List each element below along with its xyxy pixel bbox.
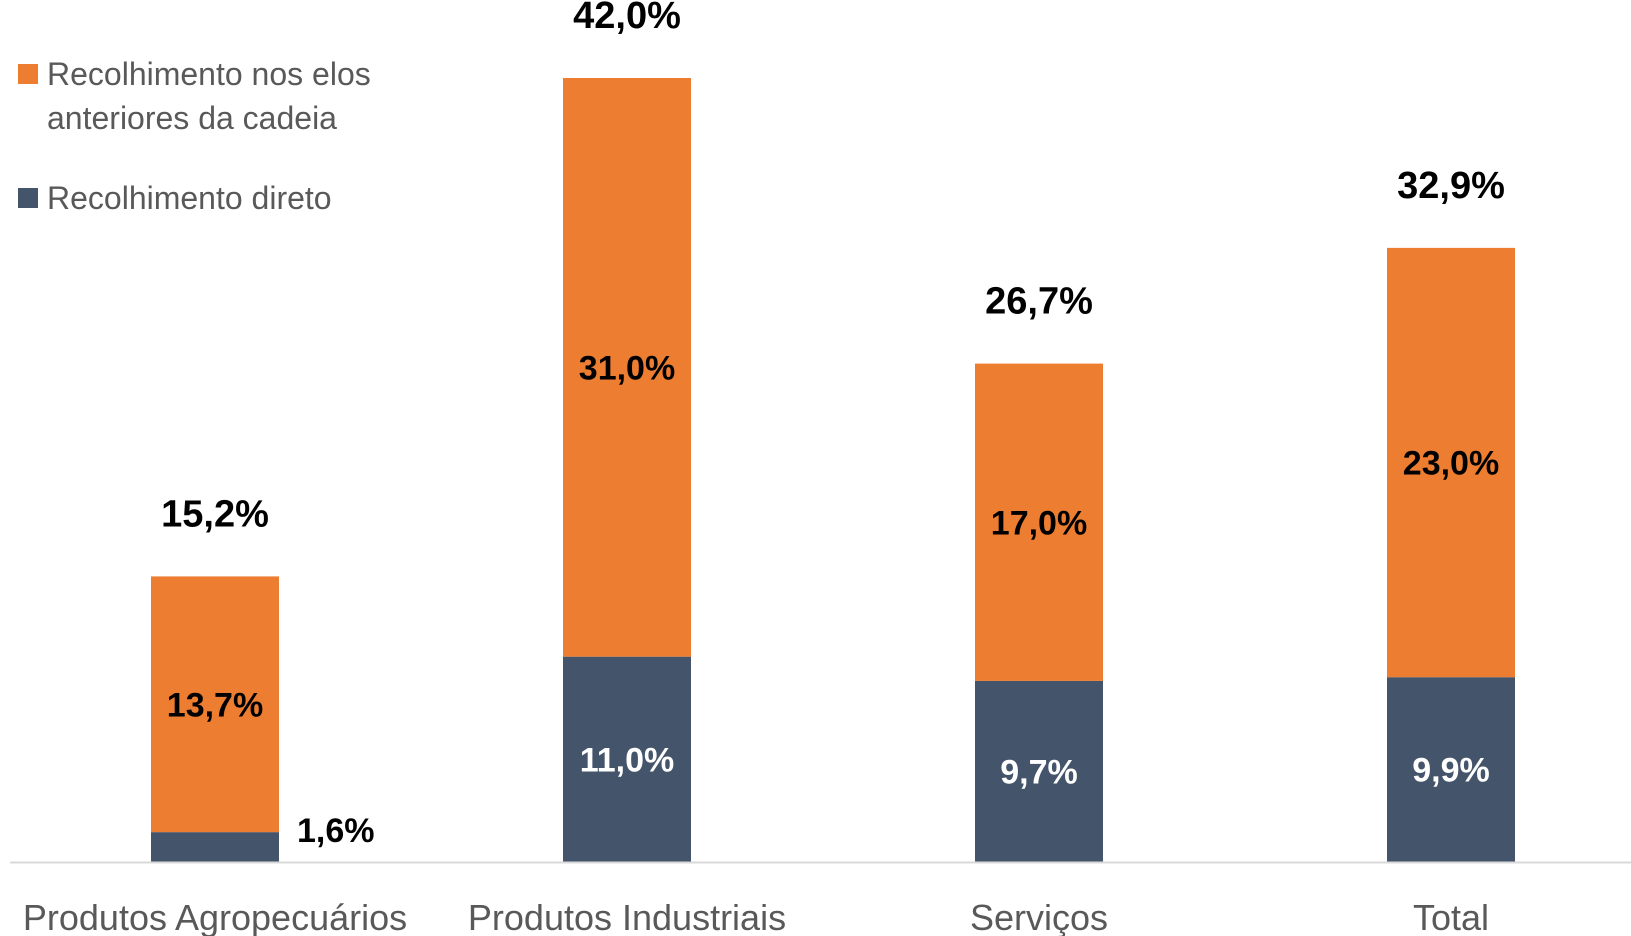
- legend-swatch-recolhimento-direto: [18, 188, 38, 208]
- legend-swatch-elos-anteriores: [18, 64, 38, 84]
- legend-label-recolhimento-direto: Recolhimento direto: [47, 180, 332, 216]
- x-tick-label: Serviços: [970, 897, 1108, 936]
- data-label-recolhimento-direto: 11,0%: [580, 741, 675, 779]
- data-label-elos-anteriores: 31,0%: [579, 349, 675, 387]
- x-tick-label: Produtos Industriais: [468, 897, 786, 936]
- total-label: 26,7%: [985, 281, 1093, 323]
- data-label-elos-anteriores: 13,7%: [167, 686, 263, 724]
- legend: Recolhimento nos elos anteriores da cade…: [18, 52, 418, 220]
- bar-recolhimento-direto: [563, 656, 691, 862]
- bar-recolhimento-direto: [1387, 677, 1515, 862]
- total-label: 42,0%: [573, 0, 681, 37]
- bar-recolhimento-direto: [975, 680, 1103, 862]
- legend-item-elos-anteriores: Recolhimento nos elos anteriores da cade…: [18, 52, 418, 140]
- data-label-elos-anteriores: 23,0%: [1403, 445, 1499, 483]
- total-label: 15,2%: [161, 493, 269, 535]
- total-label: 32,9%: [1397, 165, 1505, 207]
- data-label-elos-anteriores: 17,0%: [991, 504, 1087, 542]
- legend-item-recolhimento-direto: Recolhimento direto: [18, 176, 418, 220]
- bar-recolhimento-direto: [151, 832, 279, 862]
- bar-elos-anteriores: [1387, 247, 1515, 678]
- data-label-recolhimento-direto: 9,9%: [1412, 752, 1490, 790]
- x-tick-label: Total: [1413, 897, 1489, 936]
- bar-elos-anteriores: [975, 363, 1103, 681]
- bar-elos-anteriores: [151, 576, 279, 833]
- data-label-recolhimento-direto: 9,7%: [1000, 753, 1078, 791]
- legend-label-elos-anteriores: Recolhimento nos elos anteriores da cade…: [47, 56, 371, 136]
- bar-elos-anteriores: [563, 78, 691, 657]
- x-tick-label: Produtos Agropecuários: [23, 897, 407, 936]
- data-label-recolhimento-direto: 1,6%: [297, 812, 375, 850]
